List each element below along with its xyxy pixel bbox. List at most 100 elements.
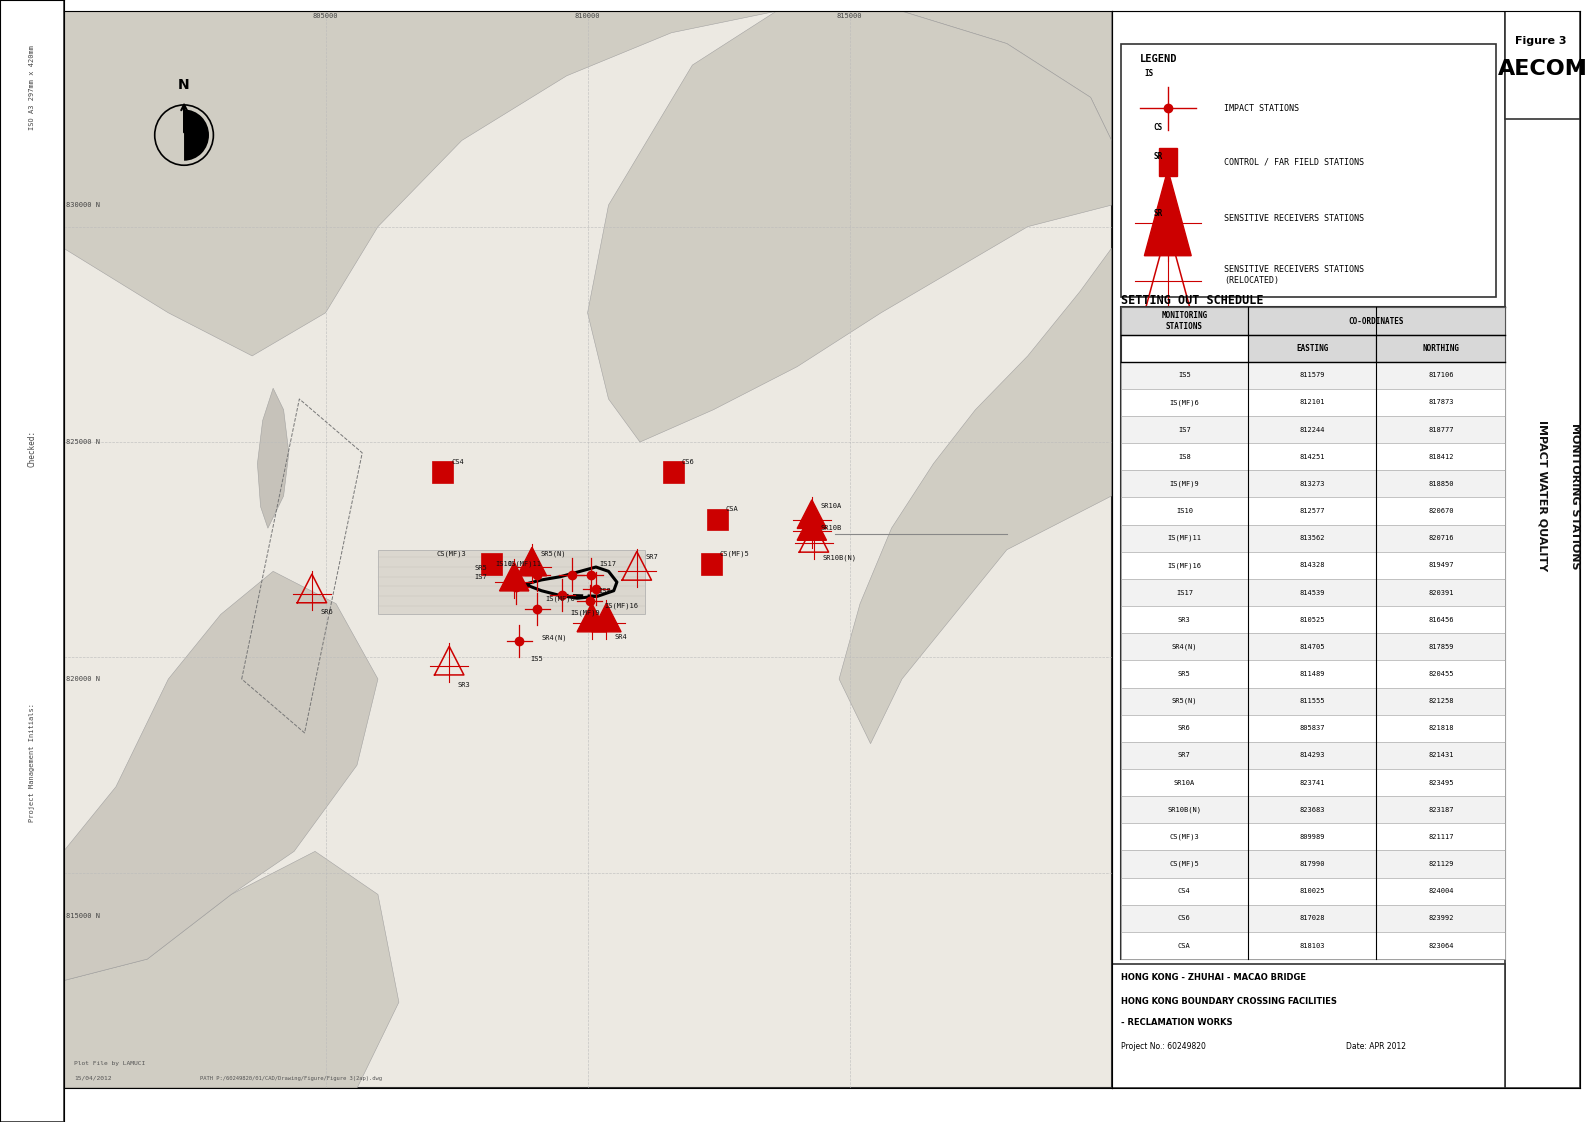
- Text: 821818: 821818: [1428, 725, 1453, 732]
- Text: IS(MF)11: IS(MF)11: [507, 561, 542, 568]
- Text: CS(MF)5: CS(MF)5: [1169, 861, 1199, 867]
- Text: SR3: SR3: [457, 681, 470, 688]
- Bar: [1248, 361, 1377, 389]
- Text: 814251: 814251: [1299, 453, 1324, 460]
- Bar: [1377, 688, 1505, 715]
- Bar: [1248, 824, 1377, 850]
- Text: Date: APR 2012: Date: APR 2012: [1345, 1042, 1405, 1051]
- Text: SR5(N): SR5(N): [1172, 698, 1197, 705]
- Text: 821129: 821129: [1428, 861, 1453, 867]
- Text: SR10B(N): SR10B(N): [823, 554, 856, 561]
- Polygon shape: [64, 852, 399, 1088]
- Bar: [1121, 769, 1248, 797]
- Text: 824004: 824004: [1428, 889, 1453, 894]
- Text: SR5: SR5: [475, 565, 488, 571]
- Bar: [1377, 742, 1505, 769]
- Bar: [1377, 715, 1505, 742]
- Text: IS5: IS5: [530, 655, 543, 662]
- Bar: [1377, 932, 1505, 959]
- Text: IS5: IS5: [1178, 373, 1191, 378]
- Bar: [1248, 416, 1377, 443]
- Bar: [1121, 904, 1248, 932]
- Polygon shape: [500, 562, 529, 591]
- Text: CS6: CS6: [681, 459, 694, 465]
- Text: SETTING OUT SCHEDULE: SETTING OUT SCHEDULE: [1121, 294, 1264, 307]
- Bar: [1248, 904, 1377, 932]
- Text: SENSITIVE RECEIVERS STATIONS: SENSITIVE RECEIVERS STATIONS: [1224, 213, 1364, 222]
- Polygon shape: [378, 550, 645, 615]
- Text: 817028: 817028: [1299, 916, 1324, 921]
- Bar: [1248, 661, 1377, 688]
- Bar: [1121, 688, 1248, 715]
- Bar: [664, 461, 684, 482]
- Text: IS: IS: [1145, 68, 1154, 77]
- Text: SR7: SR7: [645, 554, 657, 561]
- Text: NORTHING: NORTHING: [1423, 343, 1459, 352]
- Bar: [1121, 932, 1248, 959]
- Text: 821117: 821117: [1428, 834, 1453, 840]
- Text: CSA: CSA: [726, 506, 738, 512]
- Text: MONITORING STATIONS: MONITORING STATIONS: [1571, 423, 1580, 569]
- Text: CONTROL / FAR FIELD STATIONS: CONTROL / FAR FIELD STATIONS: [1224, 157, 1364, 166]
- Text: LEGEND: LEGEND: [1140, 54, 1177, 64]
- Bar: [1377, 389, 1505, 416]
- Bar: [1121, 742, 1248, 769]
- Text: SR4(N): SR4(N): [1172, 644, 1197, 650]
- Bar: [1121, 661, 1248, 688]
- Text: 810025: 810025: [1299, 889, 1324, 894]
- Text: 823683: 823683: [1299, 807, 1324, 812]
- Text: 810000: 810000: [575, 13, 600, 19]
- Text: CS(MF)5: CS(MF)5: [719, 550, 750, 557]
- Bar: [1121, 606, 1248, 633]
- Text: Plot File by LAMUCI: Plot File by LAMUCI: [75, 1060, 145, 1066]
- Text: 815000 N: 815000 N: [65, 913, 100, 919]
- Bar: [1121, 850, 1248, 877]
- Text: - RECLAMATION WORKS: - RECLAMATION WORKS: [1121, 1019, 1232, 1028]
- Polygon shape: [838, 248, 1112, 744]
- Bar: [1505, 11, 1580, 119]
- Text: 820716: 820716: [1428, 535, 1453, 541]
- Bar: [1159, 148, 1177, 176]
- Text: Figure 3: Figure 3: [1515, 36, 1566, 46]
- Text: SR5: SR5: [1178, 671, 1191, 677]
- Bar: [1248, 850, 1377, 877]
- Text: IMPACT WATER QUALITY: IMPACT WATER QUALITY: [1537, 421, 1548, 571]
- Bar: [1121, 389, 1248, 416]
- Text: 811579: 811579: [1299, 373, 1324, 378]
- Bar: [1377, 850, 1505, 877]
- Text: ISO A3 297mm x 420mm: ISO A3 297mm x 420mm: [29, 45, 35, 130]
- Polygon shape: [64, 571, 378, 981]
- Wedge shape: [184, 110, 210, 160]
- Text: 814705: 814705: [1299, 644, 1324, 650]
- Text: Checked:: Checked:: [27, 431, 37, 467]
- Polygon shape: [518, 548, 546, 576]
- Text: Project Management Initials:: Project Management Initials:: [29, 703, 35, 822]
- Bar: [1248, 797, 1377, 824]
- Bar: [1248, 579, 1377, 606]
- Text: CSA: CSA: [1178, 942, 1191, 948]
- Bar: [1248, 932, 1377, 959]
- Text: 811555: 811555: [1299, 698, 1324, 705]
- Text: 817990: 817990: [1299, 861, 1324, 867]
- Text: 820000 N: 820000 N: [65, 677, 100, 682]
- Bar: [707, 509, 727, 531]
- Text: IS17: IS17: [599, 561, 616, 567]
- Text: 820455: 820455: [1428, 671, 1453, 677]
- Text: HONG KONG - ZHUHAI - MACAO BRIDGE: HONG KONG - ZHUHAI - MACAO BRIDGE: [1121, 973, 1305, 982]
- Text: SR10A: SR10A: [1174, 780, 1196, 785]
- Bar: [1377, 443, 1505, 470]
- Bar: [1248, 742, 1377, 769]
- Text: 830000 N: 830000 N: [65, 202, 100, 208]
- Bar: [1121, 470, 1248, 497]
- Text: 820391: 820391: [1428, 589, 1453, 596]
- Bar: [1377, 661, 1505, 688]
- Text: CS(MF)3: CS(MF)3: [437, 550, 467, 557]
- Text: 820670: 820670: [1428, 508, 1453, 514]
- Bar: [1377, 579, 1505, 606]
- Text: HONG KONG BOUNDARY CROSSING FACILITIES: HONG KONG BOUNDARY CROSSING FACILITIES: [1121, 996, 1337, 1005]
- Text: IS7: IS7: [1178, 426, 1191, 433]
- Text: SR4(N): SR4(N): [542, 634, 567, 641]
- Text: IS(MF)6: IS(MF)6: [546, 596, 575, 601]
- Text: SR5(N): SR5(N): [540, 550, 565, 557]
- Text: 816456: 816456: [1428, 617, 1453, 623]
